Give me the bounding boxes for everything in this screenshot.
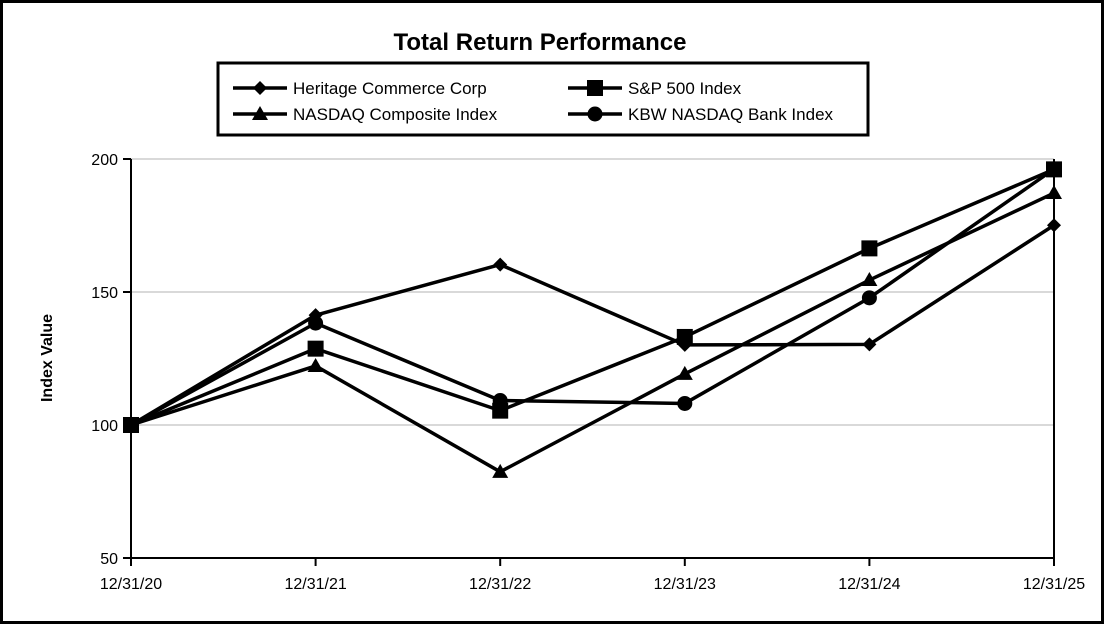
y-tick-label: 50 bbox=[100, 551, 118, 568]
series-group bbox=[123, 161, 1062, 478]
data-point bbox=[123, 417, 139, 433]
data-point bbox=[861, 272, 878, 287]
data-point bbox=[861, 240, 878, 257]
legend-marker bbox=[252, 106, 268, 120]
y-axis-label: Index Value bbox=[39, 314, 56, 402]
series-line bbox=[130, 223, 1055, 427]
series-circle bbox=[123, 161, 1062, 433]
legend: Heritage Commerce Corp S&P 500 Index NASDA… bbox=[233, 79, 834, 124]
data-point bbox=[677, 395, 693, 411]
legend-label: KBW NASDAQ Bank Index bbox=[628, 105, 834, 124]
y-tick-label: 200 bbox=[91, 152, 118, 169]
series-line bbox=[130, 191, 1055, 474]
data-point bbox=[493, 257, 508, 272]
data-point bbox=[307, 357, 324, 372]
x-tick-label: 12/31/22 bbox=[469, 576, 531, 593]
data-point bbox=[308, 315, 324, 331]
x-tick-label: 12/31/20 bbox=[100, 576, 162, 593]
x-tick-label: 12/31/25 bbox=[1023, 576, 1085, 593]
data-point bbox=[1047, 218, 1061, 233]
data-point bbox=[676, 328, 693, 345]
legend-item: S&P 500 Index bbox=[568, 79, 742, 98]
x-tick-label: 12/31/21 bbox=[284, 576, 346, 593]
chart-title: Total Return Performance bbox=[394, 29, 687, 56]
grid-lines bbox=[131, 158, 1054, 426]
legend-label: S&P 500 Index bbox=[628, 79, 742, 98]
y-tick-label: 100 bbox=[91, 418, 118, 435]
series-line bbox=[130, 167, 1056, 427]
x-tick-label: 12/31/23 bbox=[654, 576, 716, 593]
legend-marker bbox=[587, 80, 603, 96]
data-point bbox=[861, 290, 877, 306]
legend-marker bbox=[587, 106, 603, 122]
y-tick-label: 150 bbox=[91, 285, 118, 302]
legend-marker bbox=[253, 81, 267, 95]
data-point bbox=[492, 463, 509, 478]
legend-label: Heritage Commerce Corp bbox=[293, 79, 487, 98]
x-tick-label: 12/31/24 bbox=[838, 576, 900, 593]
legend-item: KBW NASDAQ Bank Index bbox=[568, 105, 834, 124]
legend-label: NASDAQ Composite Index bbox=[293, 105, 498, 124]
series-line bbox=[130, 167, 1055, 427]
data-point bbox=[307, 340, 324, 357]
axes: 50 100 150 200 12/31/20 12/31/21 12/31/22 12/31… bbox=[91, 152, 1085, 593]
data-point bbox=[676, 365, 693, 380]
legend-box bbox=[216, 61, 870, 137]
data-point bbox=[1046, 185, 1062, 200]
legend-item: NASDAQ Composite Index bbox=[233, 105, 498, 124]
data-point bbox=[862, 337, 877, 352]
legend-item: Heritage Commerce Corp bbox=[233, 79, 487, 98]
data-point bbox=[1046, 161, 1062, 177]
data-point bbox=[492, 393, 508, 409]
